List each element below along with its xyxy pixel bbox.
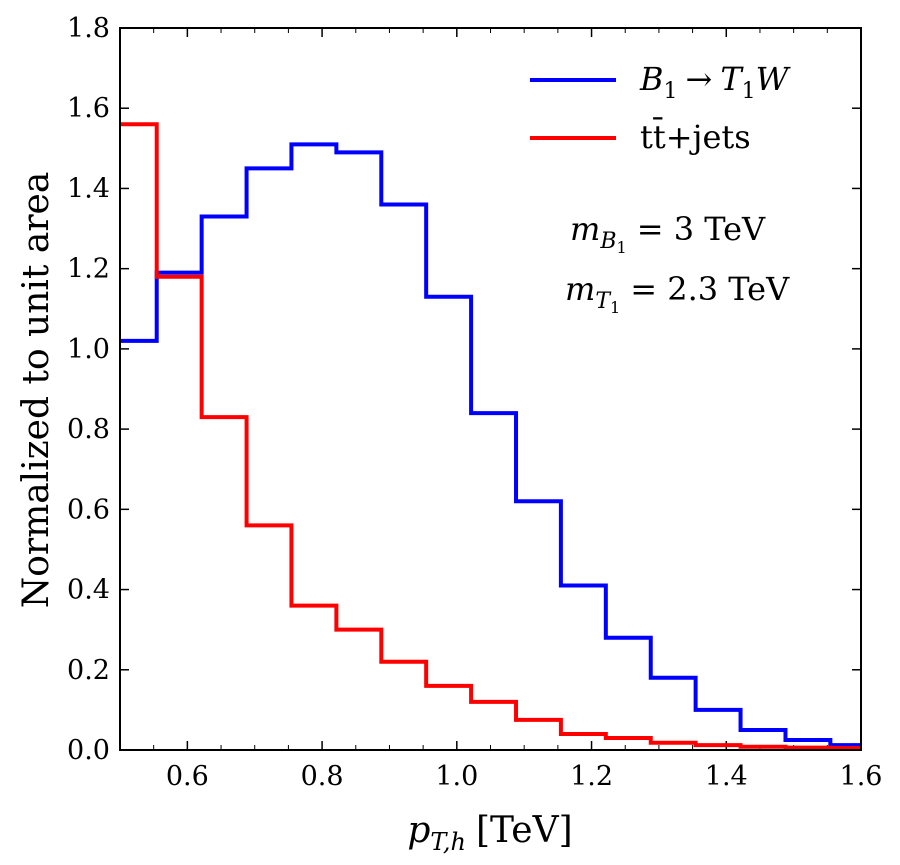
annotation-mass-b: mB1 = 3 TeV xyxy=(570,210,766,257)
x-tick-label: 0.8 xyxy=(301,761,344,792)
y-tick-label: 1.8 xyxy=(67,13,110,44)
y-tick-label: 1.4 xyxy=(67,173,110,204)
x-tick-label: 0.6 xyxy=(166,761,209,792)
y-axis-title: Normalized to unit area xyxy=(16,172,57,609)
y-tick-label: 0.0 xyxy=(67,735,110,766)
y-tick-label: 1.2 xyxy=(67,254,110,285)
series-signal-histogram xyxy=(120,142,861,748)
y-tick-label: 0.4 xyxy=(67,575,110,606)
plot-frame xyxy=(119,27,862,751)
y-tick-label: 0.2 xyxy=(67,655,110,686)
series-layer xyxy=(120,122,861,750)
y-tick-label: 1.0 xyxy=(67,334,110,365)
x-axis-title: pT,h [TeV] xyxy=(407,810,572,856)
y-tick-label: 0.6 xyxy=(67,494,110,525)
x-tick-label: 1.6 xyxy=(840,761,883,792)
x-tick-label: 1.4 xyxy=(705,761,748,792)
y-tick-label: 1.6 xyxy=(67,93,110,124)
legend-label-signal: B1 → T1W xyxy=(639,60,792,104)
x-tick-label: 1.2 xyxy=(570,761,613,792)
x-tick-label: 1.0 xyxy=(435,761,478,792)
legend-label-background: tt̄+jets xyxy=(640,117,751,156)
y-tick-label: 0.8 xyxy=(67,414,110,445)
annotation-mass-t: mT1 = 2.3 TeV xyxy=(565,270,790,317)
legend: B1 → T1W tt̄+jets xyxy=(530,60,792,156)
series-background-histogram xyxy=(120,122,861,750)
tick-labels: 0.6 0.8 1.0 1.2 1.4 1.6 0.0 0.2 0.4 0.6 0.8 1.0 1.2 1… xyxy=(67,13,882,792)
